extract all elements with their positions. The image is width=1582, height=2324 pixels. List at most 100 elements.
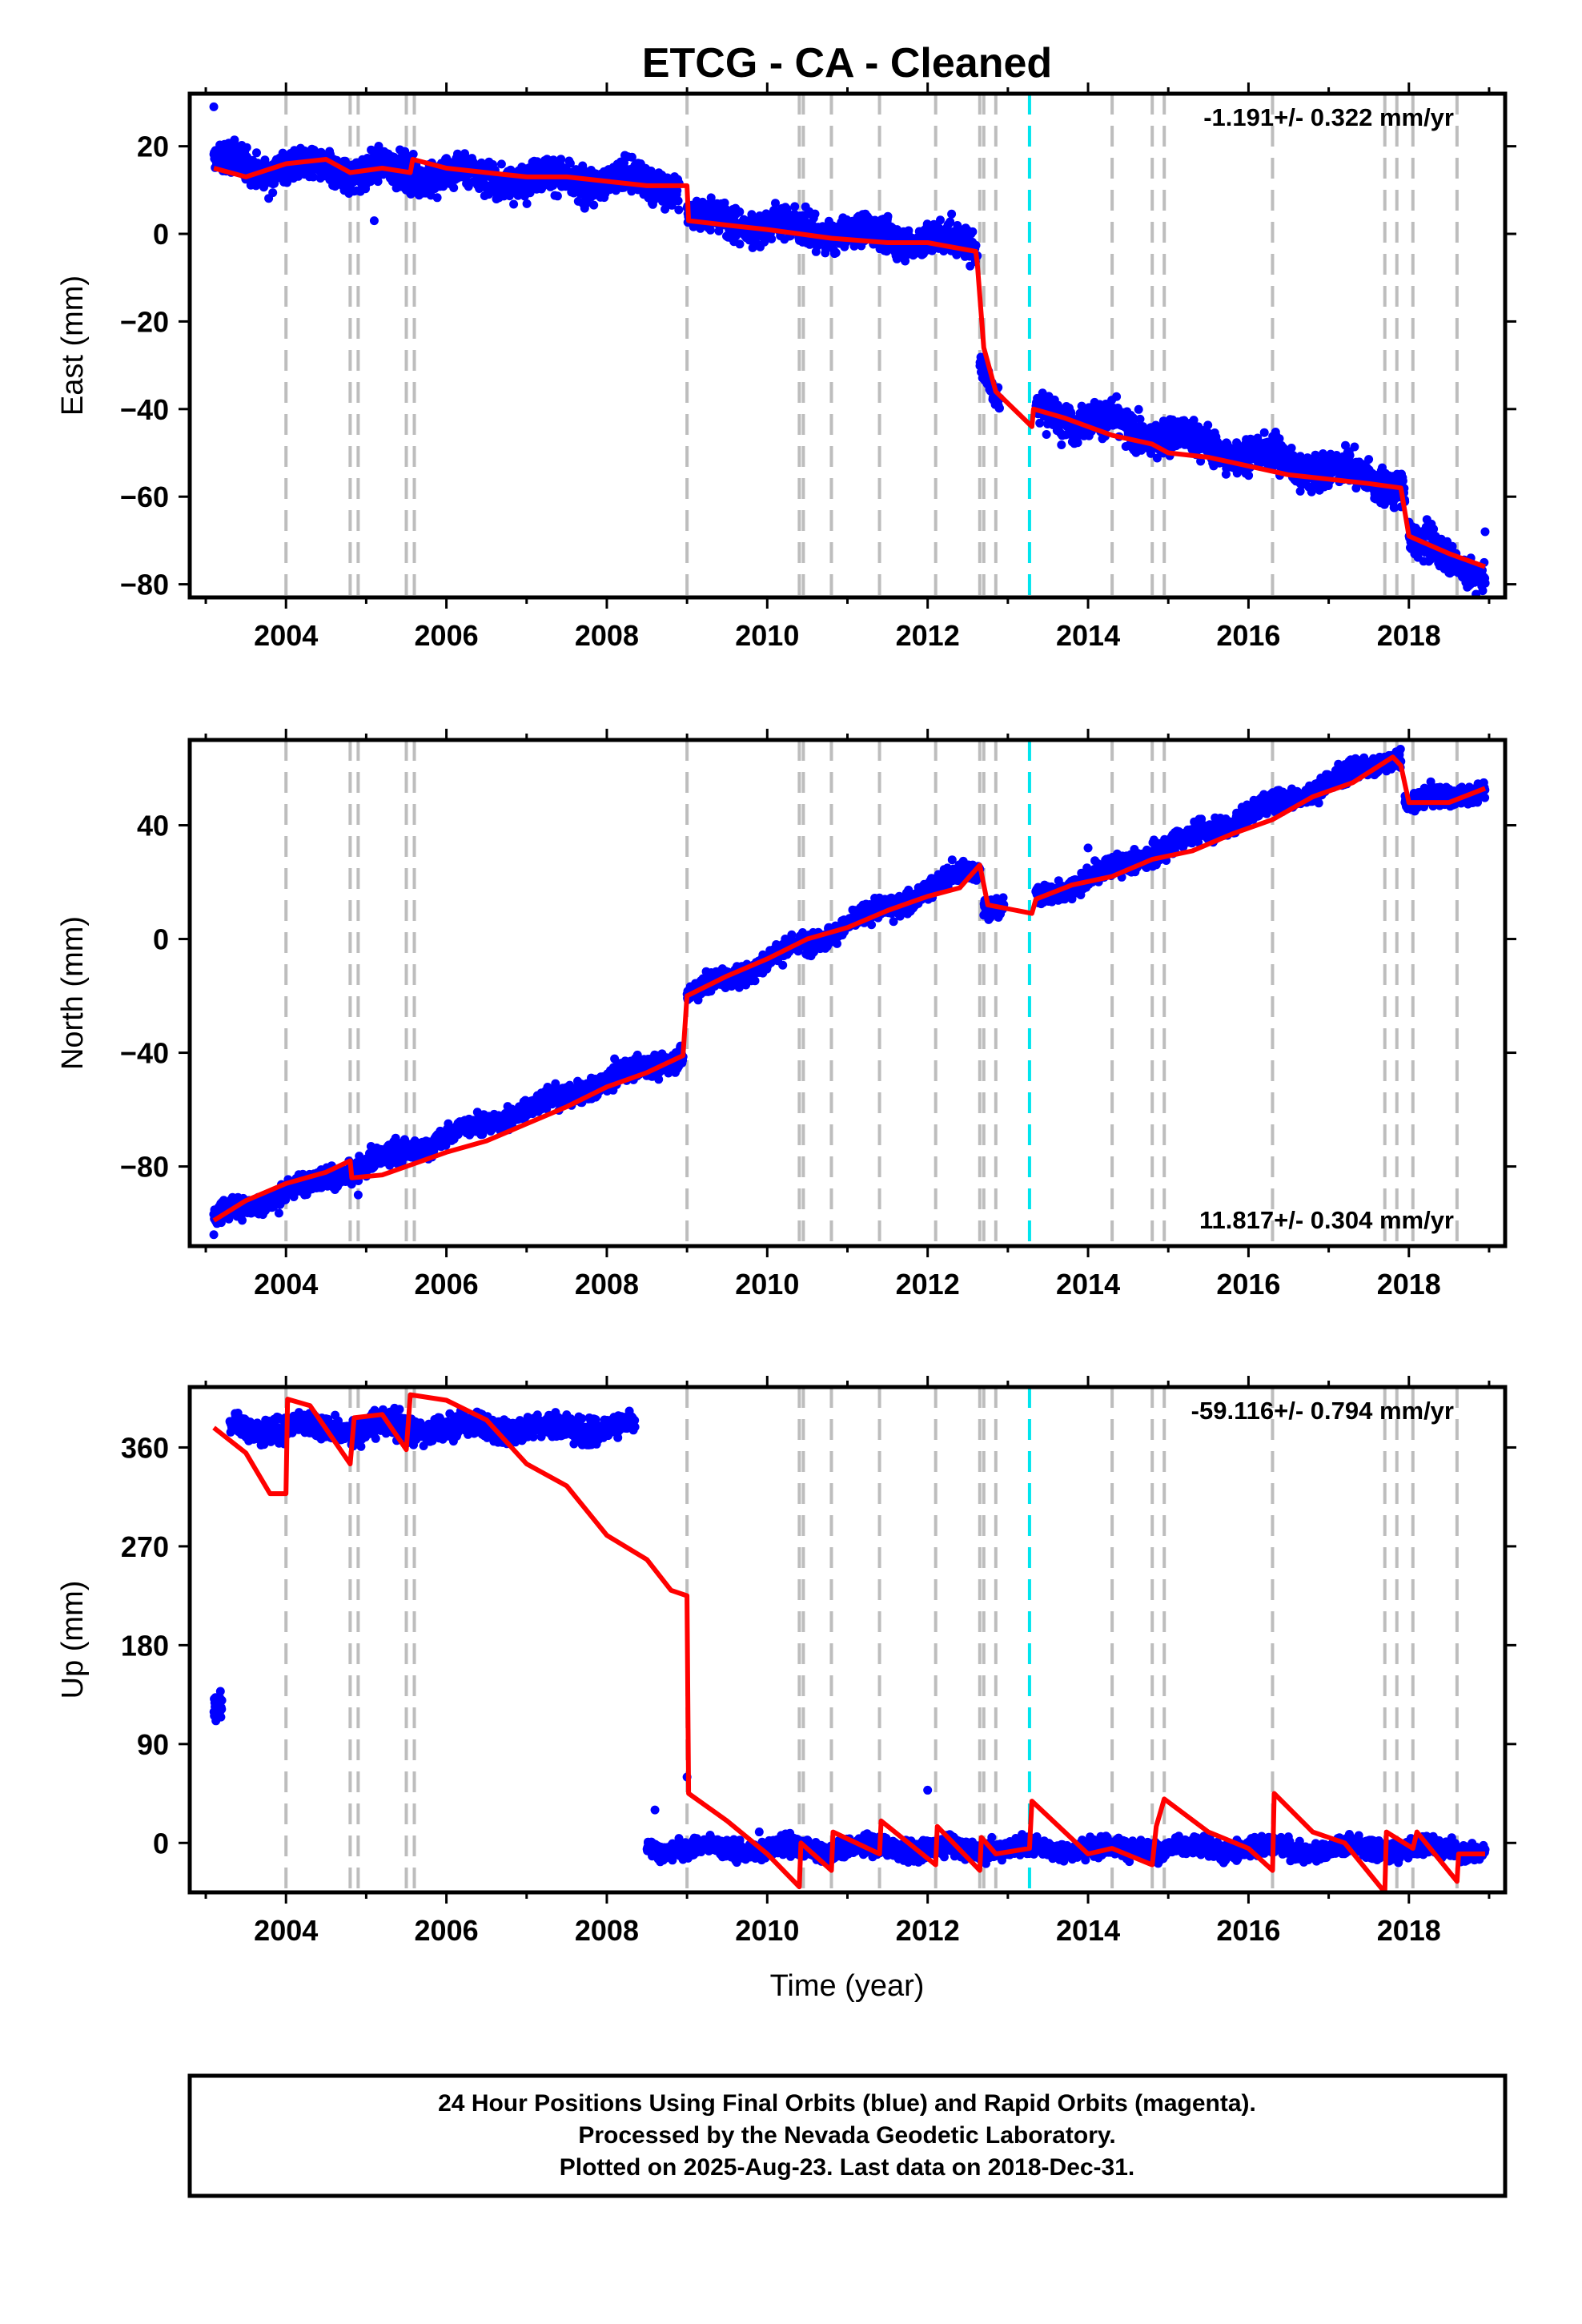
data-point (705, 225, 715, 235)
y-tick-label: −20 (120, 305, 169, 338)
data-point (667, 200, 677, 210)
data-point (947, 209, 957, 219)
data-point (242, 143, 251, 152)
data-point (771, 199, 780, 208)
model-line (213, 157, 1487, 569)
data-point (1057, 440, 1066, 449)
data-point (1035, 418, 1045, 428)
data-point (904, 226, 913, 235)
y-tick-label: 20 (137, 131, 169, 163)
data-point (831, 248, 841, 258)
data-point (673, 196, 683, 206)
data-point (509, 199, 519, 209)
data-point (936, 215, 945, 225)
y-tick-label: 0 (153, 218, 169, 251)
x-tick-label: 2010 (735, 619, 799, 652)
data-point (946, 217, 955, 227)
data-point (714, 227, 724, 235)
data-point (268, 188, 278, 198)
data-point (496, 159, 506, 169)
data-point (1364, 455, 1374, 464)
data-point (1134, 404, 1143, 414)
data-point (883, 211, 893, 221)
data-point-outlier (209, 102, 219, 111)
y-tick-label: −60 (120, 480, 169, 513)
data-point (747, 210, 757, 219)
x-tick-label: 2018 (1377, 619, 1441, 652)
data-point (1189, 416, 1199, 425)
data-point (1295, 486, 1305, 496)
data-point (810, 209, 820, 219)
data-point (1480, 578, 1490, 588)
data-point (441, 1140, 451, 1150)
data-point-outlier (1480, 527, 1490, 537)
y-axis-label: East (mm) (56, 275, 90, 416)
data-point (627, 152, 636, 162)
data-point (706, 193, 716, 203)
data-point (525, 188, 535, 198)
data-point (565, 159, 575, 168)
data-point (1244, 471, 1254, 480)
data-point (556, 155, 566, 164)
y-tick-label: −40 (120, 393, 169, 426)
data-point (408, 150, 418, 159)
data-point (238, 1216, 247, 1225)
data-point (1042, 430, 1051, 439)
data-point (735, 239, 745, 249)
data-point (661, 204, 670, 214)
data-point (1112, 392, 1122, 401)
data-point (1429, 525, 1439, 534)
data-point (391, 1133, 400, 1143)
data-point (552, 191, 562, 201)
data-point (1203, 420, 1213, 430)
data-point (767, 234, 777, 243)
data-point-outlier (369, 216, 379, 226)
data-point (1259, 428, 1269, 437)
data-point (1447, 541, 1457, 551)
data-point (735, 207, 745, 216)
y-tick-label: −80 (120, 569, 169, 601)
data-point (1129, 413, 1138, 423)
data-point (1135, 414, 1145, 424)
data-point (1311, 450, 1320, 460)
x-tick-label: 2008 (575, 619, 639, 652)
x-tick-label: 2004 (254, 619, 318, 652)
data-point (1077, 401, 1086, 411)
x-tick-label: 2006 (415, 619, 479, 652)
data-point (1390, 503, 1399, 513)
data-point (1066, 408, 1076, 418)
data-points (209, 745, 1490, 1228)
data-point (1275, 434, 1284, 444)
figure-title: ETCG - CA - Cleaned (642, 40, 1052, 86)
data-point (432, 193, 442, 203)
data-point (1478, 586, 1488, 596)
data-point (252, 148, 261, 158)
east-panel: 2004 2006 2008 2010 2012 2014 2016 2018 20 0 −20 −4… (56, 82, 1516, 652)
data-point (790, 202, 800, 211)
data-point (308, 172, 318, 182)
x-tick-label: 2016 (1216, 619, 1280, 652)
data-point (971, 240, 981, 250)
data-point (1287, 444, 1296, 452)
data-point (674, 205, 684, 215)
data-point (230, 135, 239, 145)
north-panel: 2004 2006 2008 2010 2012 2014 2016 2018400−40−8… (56, 729, 1516, 1301)
data-point (995, 404, 1004, 413)
data-point (274, 1208, 283, 1218)
data-point (589, 200, 599, 210)
x-tick-label: 2012 (896, 619, 960, 652)
rate-label: -1.191+/- 0.322 mm/yr (1203, 103, 1454, 131)
data-point (522, 199, 532, 208)
data-point (1350, 442, 1359, 452)
data-points (209, 135, 1490, 597)
data-point (1152, 453, 1162, 463)
data-point (968, 227, 978, 236)
plot-area (209, 740, 1490, 1246)
data-point (1398, 476, 1407, 485)
data-point (449, 183, 459, 192)
data-point (1073, 438, 1082, 448)
data-point (1345, 451, 1355, 460)
x-tick-label: 2014 (1056, 619, 1120, 652)
plot-area (209, 94, 1490, 597)
